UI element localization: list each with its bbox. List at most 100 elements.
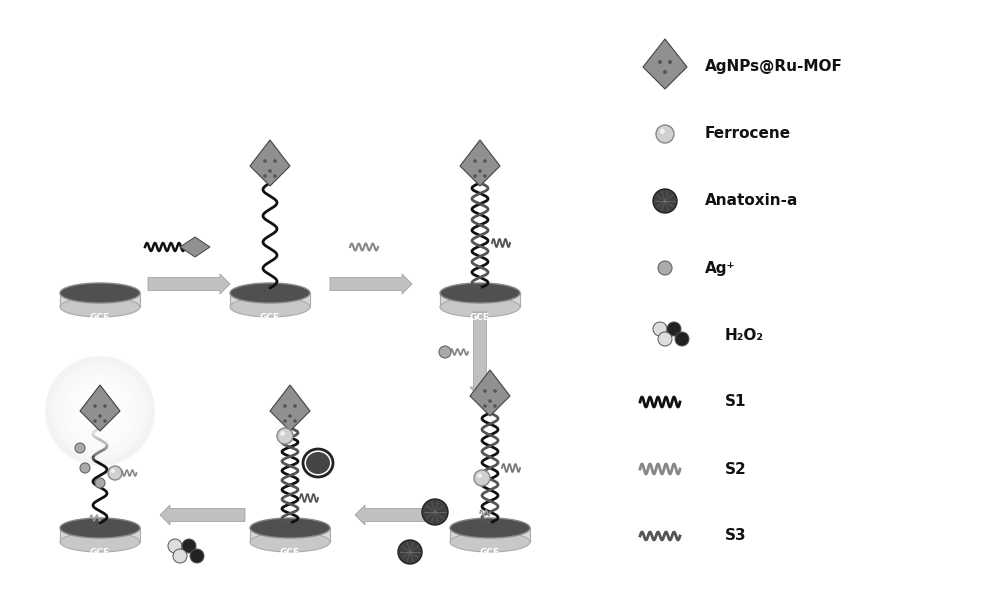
Circle shape (488, 399, 492, 403)
Circle shape (658, 261, 672, 275)
Ellipse shape (60, 297, 140, 317)
Ellipse shape (60, 532, 140, 552)
Circle shape (190, 549, 204, 563)
Circle shape (668, 60, 672, 64)
Circle shape (483, 159, 487, 163)
Circle shape (398, 540, 422, 564)
Circle shape (477, 473, 482, 478)
FancyArrow shape (330, 274, 412, 294)
Circle shape (660, 128, 665, 134)
Circle shape (483, 404, 487, 408)
Circle shape (422, 499, 448, 525)
Text: GCE: GCE (90, 548, 110, 557)
Text: S3: S3 (725, 528, 747, 543)
Circle shape (273, 174, 277, 178)
Circle shape (293, 404, 297, 408)
Circle shape (663, 70, 667, 74)
Text: S2: S2 (725, 461, 747, 476)
Circle shape (474, 470, 490, 486)
Circle shape (273, 159, 277, 163)
Circle shape (95, 478, 105, 488)
Bar (230, 293, 310, 307)
Ellipse shape (60, 283, 140, 303)
Polygon shape (270, 385, 310, 431)
Circle shape (182, 539, 196, 553)
Bar (60, 528, 140, 542)
Circle shape (75, 386, 125, 436)
Ellipse shape (230, 297, 310, 317)
Ellipse shape (450, 518, 530, 538)
Text: GCE: GCE (470, 313, 490, 322)
Circle shape (283, 419, 287, 423)
Circle shape (439, 346, 451, 358)
Ellipse shape (440, 297, 520, 317)
Polygon shape (460, 140, 500, 186)
Text: S1: S1 (725, 395, 746, 410)
Circle shape (675, 332, 689, 346)
Circle shape (667, 322, 681, 336)
Circle shape (168, 539, 182, 553)
Ellipse shape (306, 452, 330, 474)
Circle shape (288, 414, 292, 418)
Ellipse shape (230, 283, 310, 303)
Circle shape (483, 389, 487, 393)
Circle shape (653, 189, 677, 213)
Circle shape (280, 431, 285, 436)
Bar (250, 528, 330, 542)
Text: Anatoxin-a: Anatoxin-a (705, 193, 798, 208)
Circle shape (75, 443, 85, 453)
Circle shape (493, 389, 497, 393)
Polygon shape (643, 39, 687, 89)
Polygon shape (180, 237, 210, 257)
Circle shape (473, 159, 477, 163)
Text: AgNPs@Ru-MOF: AgNPs@Ru-MOF (705, 60, 843, 75)
Circle shape (263, 174, 267, 178)
Bar (450, 528, 530, 542)
Circle shape (173, 549, 187, 563)
Circle shape (103, 419, 107, 423)
Circle shape (478, 169, 482, 173)
Circle shape (93, 404, 97, 408)
Text: Ag⁺: Ag⁺ (705, 260, 736, 275)
Circle shape (108, 466, 122, 480)
Circle shape (65, 376, 135, 446)
Circle shape (658, 332, 672, 346)
Bar (440, 293, 520, 307)
FancyArrow shape (148, 274, 230, 294)
Bar (60, 293, 140, 307)
Circle shape (268, 169, 272, 173)
Ellipse shape (440, 283, 520, 303)
Circle shape (263, 159, 267, 163)
Circle shape (277, 428, 293, 444)
Circle shape (45, 356, 155, 466)
Circle shape (62, 373, 138, 449)
Circle shape (103, 404, 107, 408)
Circle shape (111, 469, 115, 473)
Ellipse shape (250, 518, 330, 538)
Text: Ferrocene: Ferrocene (705, 127, 791, 141)
Circle shape (293, 419, 297, 423)
Circle shape (50, 361, 150, 461)
Circle shape (80, 463, 90, 473)
Circle shape (653, 322, 667, 336)
Polygon shape (250, 140, 290, 186)
FancyArrow shape (355, 505, 440, 525)
Ellipse shape (450, 532, 530, 552)
Ellipse shape (60, 518, 140, 538)
Text: GCE: GCE (90, 313, 110, 322)
Polygon shape (80, 385, 120, 431)
Circle shape (283, 404, 287, 408)
Circle shape (493, 404, 497, 408)
Ellipse shape (250, 532, 330, 552)
Text: GCE: GCE (480, 548, 500, 557)
Circle shape (483, 174, 487, 178)
Text: H₂O₂: H₂O₂ (725, 328, 764, 343)
Text: GCE: GCE (280, 548, 300, 557)
FancyArrow shape (470, 312, 490, 399)
Circle shape (98, 414, 102, 418)
Circle shape (55, 366, 145, 456)
Circle shape (73, 384, 127, 438)
Polygon shape (470, 370, 510, 416)
Circle shape (93, 419, 97, 423)
Circle shape (473, 174, 477, 178)
